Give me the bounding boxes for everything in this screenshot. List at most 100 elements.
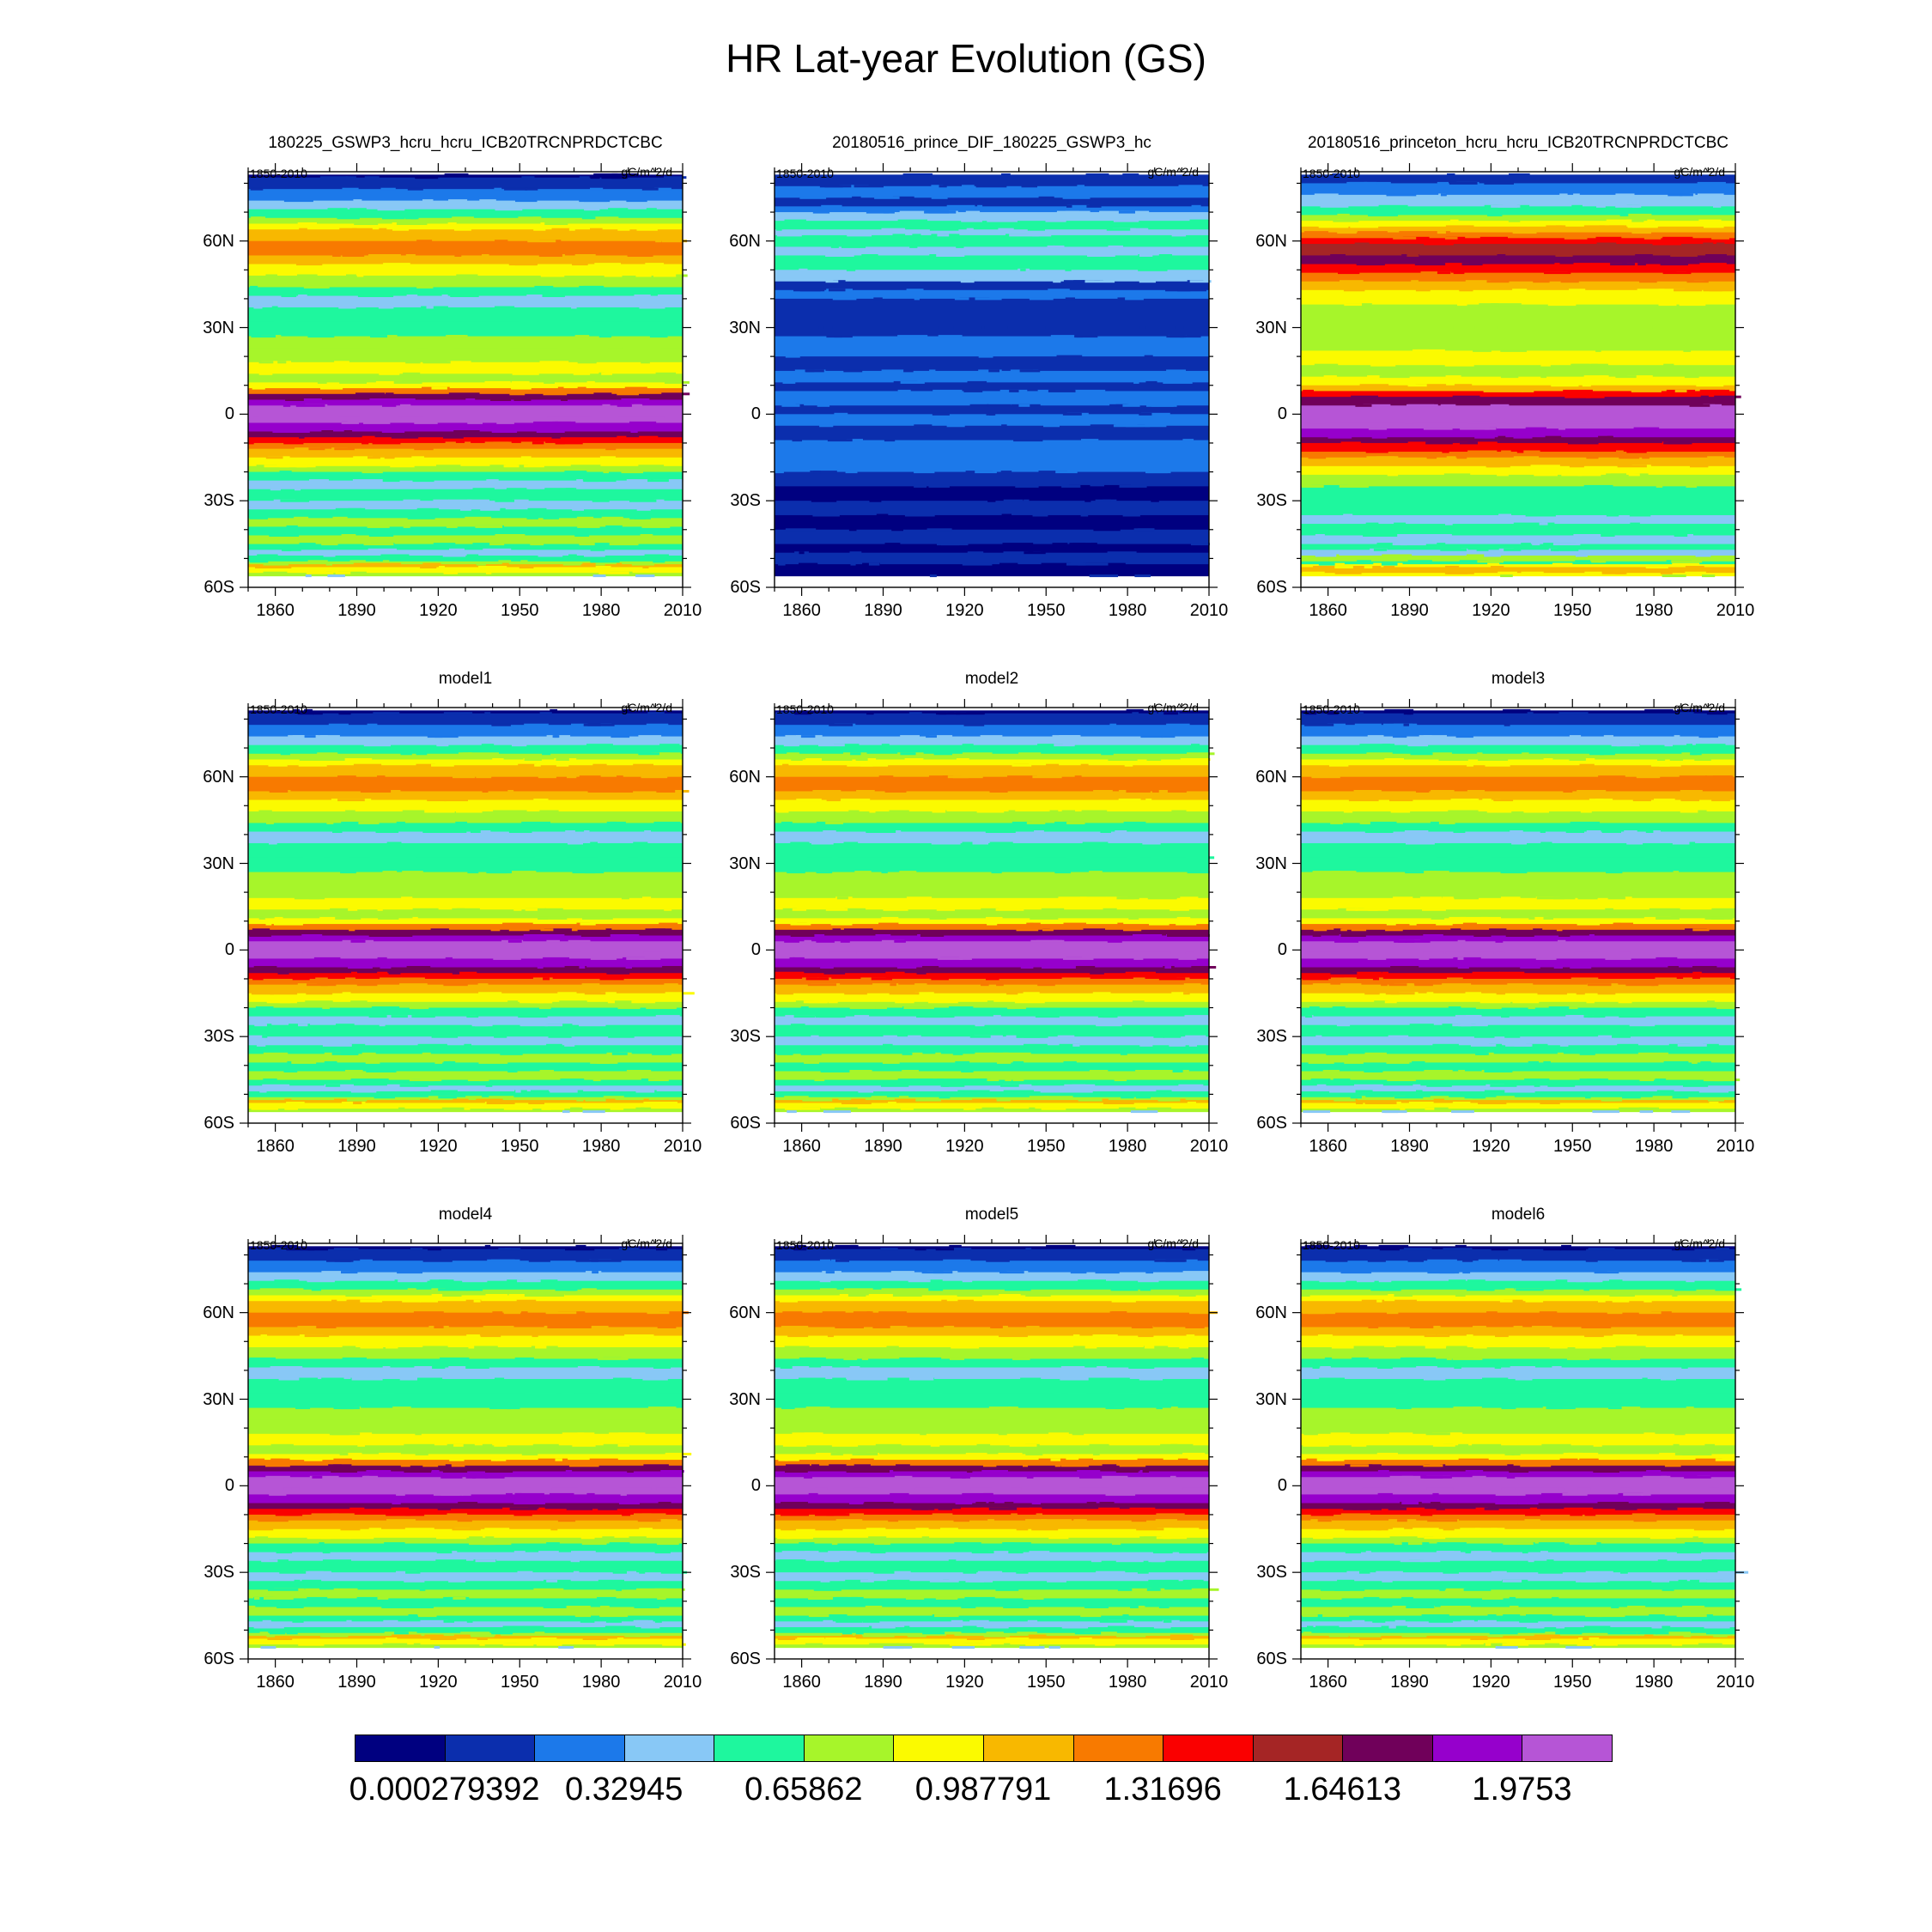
- texture-speck: [1477, 752, 1483, 756]
- texture-speck: [437, 1507, 451, 1510]
- texture-speck: [360, 790, 392, 793]
- texture-speck: [1025, 1294, 1051, 1297]
- texture-speck: [872, 983, 899, 987]
- texture-speck: [1138, 1279, 1159, 1283]
- texture-speck: [1532, 1326, 1552, 1328]
- texture-speck: [263, 1052, 289, 1055]
- texture-speck: [1367, 1259, 1386, 1262]
- texture-speck: [1319, 1377, 1345, 1381]
- texture-speck: [884, 439, 896, 442]
- texture-speck: [619, 1502, 640, 1504]
- texture-speck: [1363, 821, 1370, 824]
- texture-speck: [476, 775, 492, 779]
- lat-band: [248, 1528, 683, 1539]
- texture-speck: [400, 1464, 410, 1467]
- lat-band: [1301, 281, 1735, 291]
- texture-speck: [586, 543, 614, 546]
- texture-speck: [1692, 1536, 1698, 1540]
- texture-speck: [1570, 821, 1601, 824]
- texture-speck: [1496, 992, 1505, 995]
- texture-speck: [494, 187, 502, 191]
- texture-speck: [1477, 560, 1504, 563]
- texture-speck: [538, 254, 562, 257]
- texture-speck: [1340, 928, 1347, 932]
- plot-frame: [774, 171, 1210, 588]
- lat-band: [775, 909, 1209, 919]
- texture-speck: [1093, 528, 1121, 532]
- texture-speck: [654, 752, 681, 756]
- texture-speck: [1176, 916, 1191, 920]
- lat-band: [775, 958, 1209, 969]
- texture-speck: [1128, 1366, 1155, 1369]
- texture-speck: [900, 735, 920, 738]
- texture-speck: [484, 712, 491, 715]
- texture-speck: [544, 488, 574, 491]
- texture-speck: [1716, 1248, 1729, 1251]
- texture-speck: [1156, 1406, 1163, 1410]
- texture-speck: [850, 1244, 857, 1248]
- texture-speck: [1479, 303, 1499, 307]
- texture-speck: [1609, 1294, 1635, 1297]
- texture-speck: [1302, 1614, 1318, 1618]
- texture-speck: [1524, 1078, 1550, 1082]
- texture-speck: [331, 1432, 361, 1436]
- texture-speck: [1615, 1346, 1646, 1349]
- texture-speck: [1674, 289, 1703, 292]
- texture-speck: [1586, 456, 1599, 459]
- texture-speck: [309, 1475, 339, 1479]
- texture-speck: [1345, 1551, 1361, 1554]
- texture-speck: [630, 430, 638, 433]
- texture-speck: [1437, 181, 1449, 185]
- texture-speck: [447, 499, 472, 502]
- texture-speck: [571, 1551, 596, 1554]
- lat-band: [1301, 897, 1735, 910]
- texture-speck: [381, 430, 405, 433]
- texture-speck: [1485, 763, 1510, 767]
- texture-speck: [1613, 1406, 1641, 1410]
- texture-speck: [327, 208, 348, 211]
- texture-speck: [592, 499, 610, 502]
- texture-speck: [1333, 219, 1359, 222]
- texture-speck: [1681, 1366, 1688, 1369]
- texture-speck: [349, 560, 366, 563]
- texture-speck: [1565, 1015, 1594, 1018]
- texture-speck: [252, 386, 265, 390]
- texture-speck: [341, 758, 373, 761]
- texture-speck: [861, 1357, 869, 1360]
- texture-speck: [373, 1377, 383, 1381]
- texture-speck: [1466, 554, 1485, 557]
- texture-speck: [981, 983, 989, 987]
- texture-speck: [1002, 543, 1034, 546]
- lat-band: [248, 422, 683, 433]
- texture-speck: [1558, 934, 1571, 937]
- texture-speck: [544, 908, 563, 911]
- texture-speck: [1316, 1084, 1327, 1087]
- texture-speck: [816, 939, 835, 943]
- texture-speck: [1043, 1096, 1073, 1099]
- texture-speck: [1647, 219, 1656, 222]
- texture-speck: [641, 525, 671, 528]
- x-tick-label: 1950: [1027, 1673, 1066, 1692]
- texture-speck: [345, 810, 355, 813]
- texture-speck: [1170, 908, 1189, 911]
- texture-speck: [1407, 1542, 1423, 1546]
- texture-speck: [259, 1288, 290, 1291]
- texture-speck: [1639, 1110, 1654, 1114]
- x-tick-label: 1920: [945, 1137, 984, 1156]
- texture-speck: [1386, 922, 1396, 926]
- texture-speck: [1683, 1084, 1709, 1087]
- lat-band: [1301, 753, 1735, 761]
- lat-band: [248, 1460, 683, 1467]
- colorbar-swatch: [1522, 1735, 1613, 1762]
- texture-speck: [1398, 939, 1415, 943]
- lat-band: [248, 897, 683, 910]
- texture-speck: [1016, 1528, 1029, 1531]
- texture-speck: [476, 1098, 503, 1102]
- panel-8: model5 1850-2010 gC/m^2/d 60N 30N 0 30S 60S 1860…: [729, 1206, 1228, 1692]
- texture-speck: [262, 1035, 268, 1038]
- texture-speck: [1657, 1559, 1668, 1563]
- texture-speck: [835, 1244, 859, 1248]
- lat-band: [775, 924, 1209, 931]
- texture-speck: [1054, 1464, 1061, 1467]
- texture-speck: [861, 254, 878, 257]
